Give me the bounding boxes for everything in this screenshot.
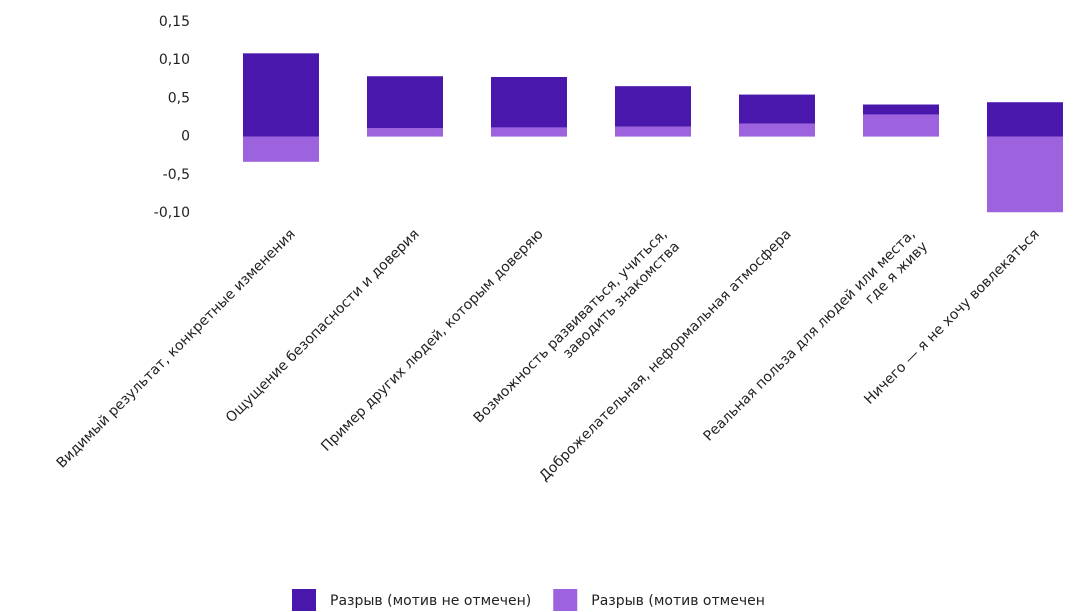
- bar: [987, 102, 1063, 137]
- bar: [615, 126, 691, 137]
- y-tick-label: 0,10: [159, 52, 190, 68]
- x-tick-group: Реальная польза для людей или места,где …: [700, 226, 931, 457]
- y-tick-label: 0,15: [159, 14, 190, 30]
- legend-label: Разрыв (мотив не отмечен): [330, 593, 531, 609]
- legend-swatch: [553, 589, 578, 611]
- bar: [739, 94, 815, 124]
- bar: [367, 128, 443, 137]
- x-tick-label: Ощущение безопасности и доверия: [223, 226, 423, 426]
- bar: [367, 76, 443, 129]
- y-tick-label: -0,10: [154, 205, 190, 221]
- x-tick-label: Пример других людей, которым доверяю: [318, 226, 547, 455]
- x-tick-label: Реальная польза для людей или места,где …: [700, 226, 931, 457]
- y-tick-label: 0,5: [168, 90, 190, 106]
- bar: [491, 127, 567, 137]
- x-tick-group: Видимый результат, конкретные изменения: [54, 226, 299, 471]
- legend-label: Разрыв (мотив отмечен: [591, 593, 765, 609]
- bar: [739, 123, 815, 137]
- legend-swatch: [292, 589, 316, 611]
- bar: [491, 77, 567, 128]
- bar: [863, 104, 939, 115]
- y-tick-label: 0: [181, 129, 190, 145]
- bar: [243, 136, 319, 162]
- bar: [987, 136, 1063, 213]
- bar: [615, 86, 691, 127]
- x-tick-group: Пример других людей, которым доверяю: [318, 226, 547, 455]
- bar: [243, 53, 319, 137]
- x-tick-label: Видимый результат, конкретные изменения: [54, 226, 299, 471]
- x-tick-group: Ощущение безопасности и доверия: [223, 226, 423, 426]
- y-tick-label: -0,5: [163, 167, 190, 183]
- bar: [863, 114, 939, 137]
